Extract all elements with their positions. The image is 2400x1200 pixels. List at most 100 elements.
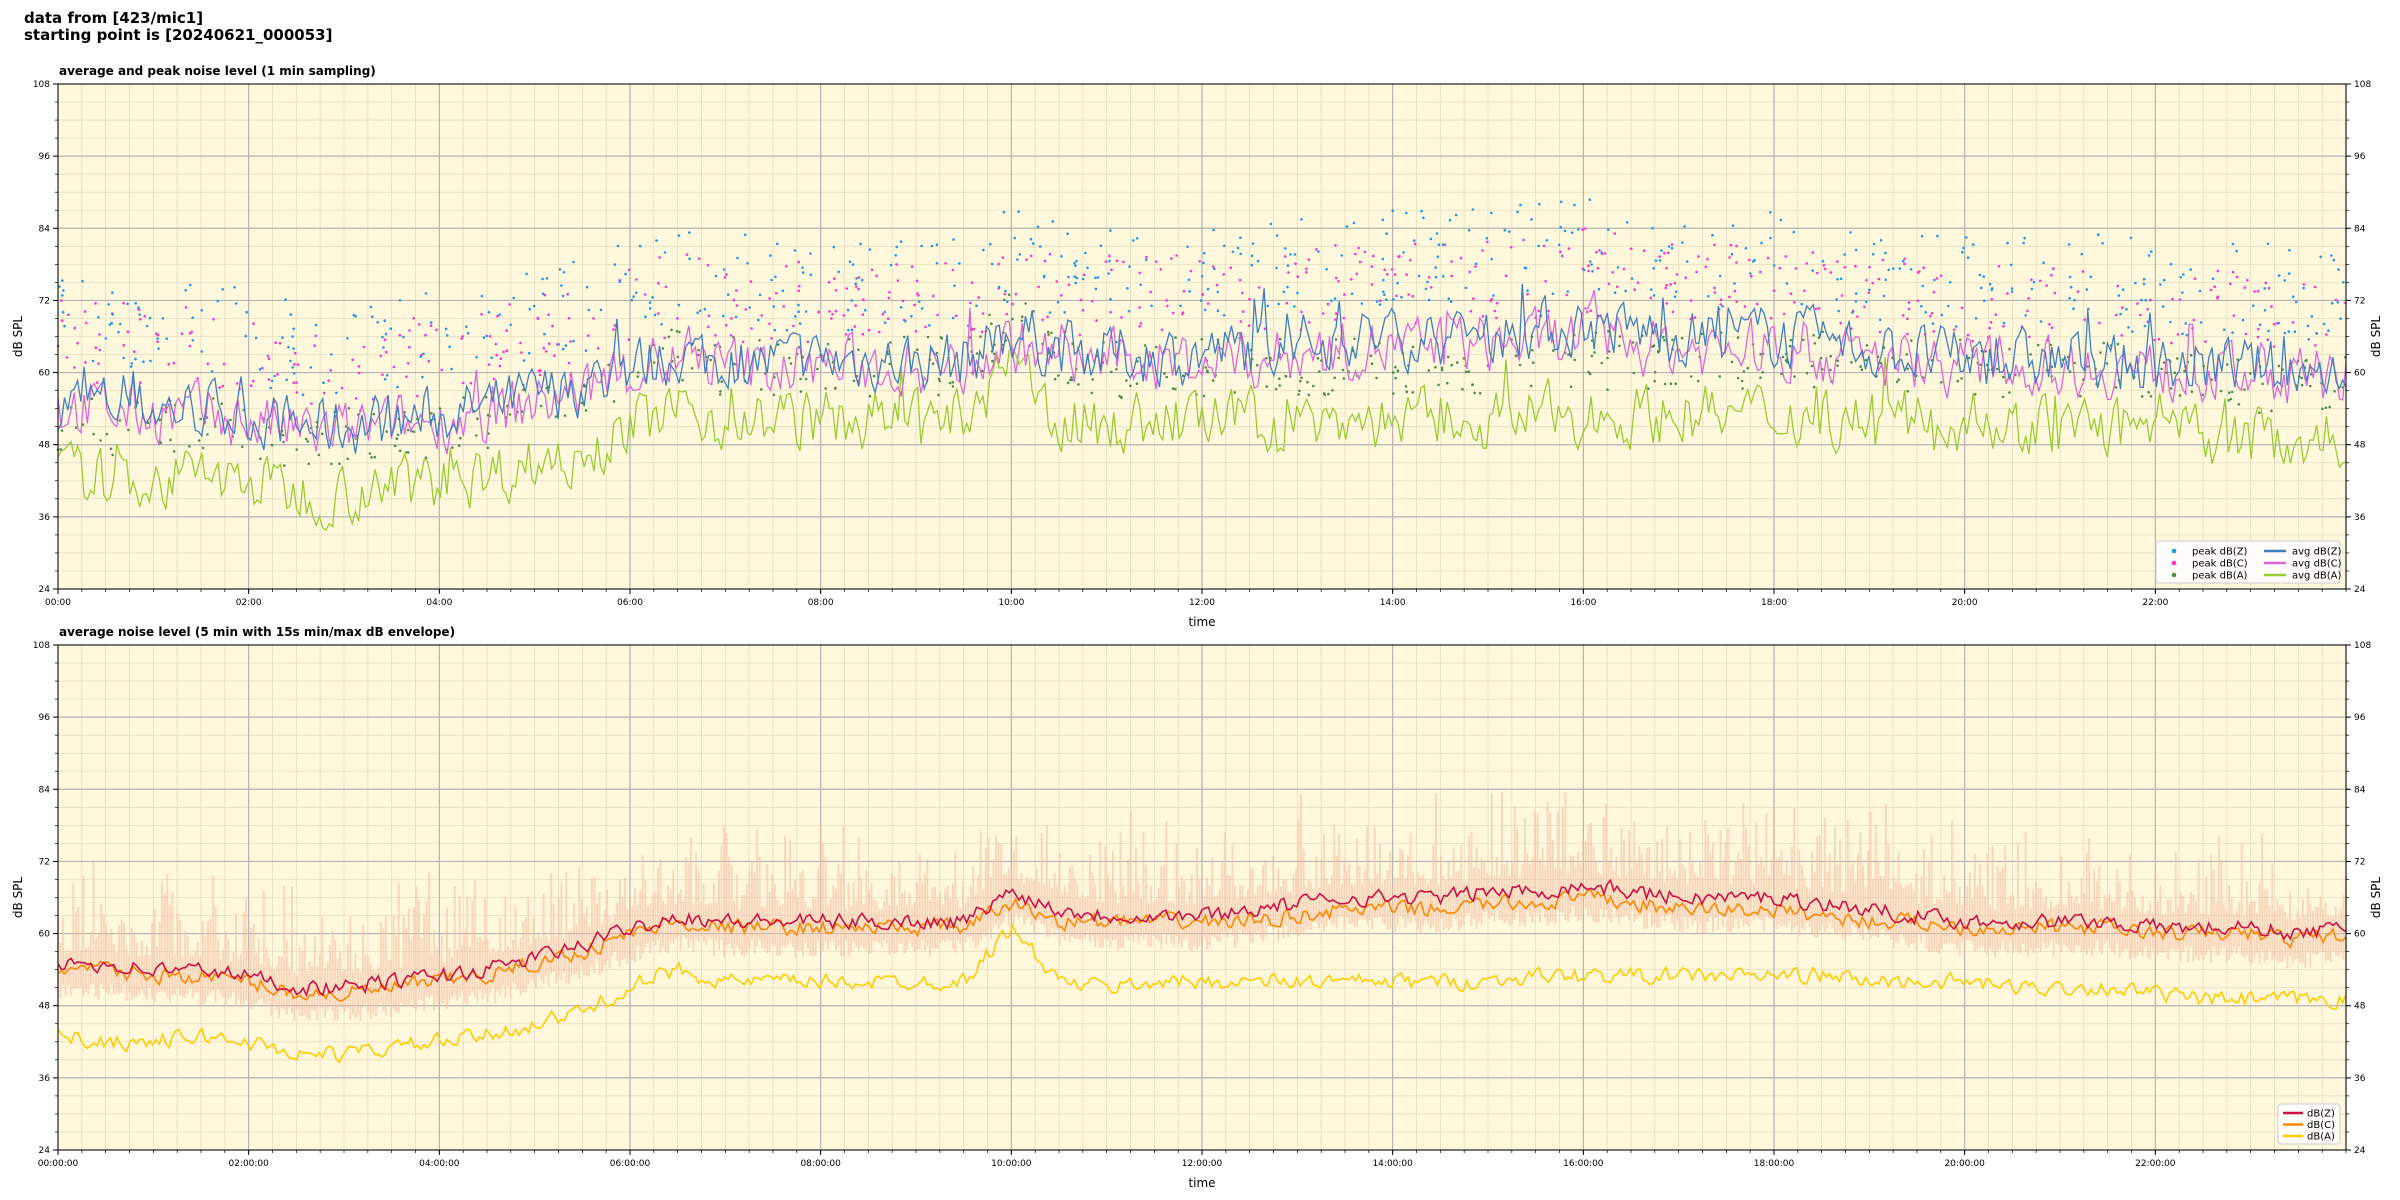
- scatter-point: [2081, 270, 2085, 273]
- scatter-point: [1667, 245, 1671, 248]
- scatter-point: [1907, 301, 1911, 304]
- y-tick-label: 48: [39, 441, 51, 451]
- scatter-point: [1503, 228, 1507, 232]
- scatter-point: [1772, 264, 1776, 267]
- scatter-point: [283, 464, 286, 467]
- scatter-point: [2229, 282, 2232, 286]
- scatter-point: [1247, 324, 1251, 327]
- scatter-point: [1683, 225, 1686, 228]
- scatter-point: [1781, 355, 1785, 359]
- scatter-point: [888, 291, 891, 294]
- scatter-point: [2243, 286, 2247, 289]
- scatter-point: [1665, 267, 1668, 270]
- scatter-point: [329, 369, 333, 372]
- scatter-point: [1378, 303, 1382, 306]
- scatter-point: [1139, 283, 1142, 287]
- scatter-point: [1145, 258, 1148, 262]
- scatter-point: [547, 342, 551, 346]
- scatter-point: [1002, 298, 1006, 302]
- scatter-point: [1353, 337, 1356, 341]
- scatter-point: [291, 335, 294, 338]
- scatter-point: [398, 299, 402, 302]
- scatter-point: [1670, 247, 1674, 250]
- scatter-point: [1851, 311, 1854, 314]
- scatter-point: [1289, 253, 1292, 256]
- scatter-point: [657, 282, 660, 285]
- x-tick-label: 10:00: [998, 598, 1024, 608]
- scatter-point: [1440, 368, 1444, 372]
- scatter-point: [1241, 291, 1244, 295]
- scatter-point: [424, 292, 428, 295]
- scatter-point: [2115, 313, 2118, 317]
- scatter-point: [1881, 258, 1885, 262]
- scatter-point: [533, 304, 536, 308]
- scatter-point: [94, 302, 97, 305]
- scatter-point: [199, 417, 202, 421]
- scatter-point: [252, 322, 255, 325]
- scatter-point: [1274, 387, 1278, 391]
- scatter-point: [2201, 393, 2204, 397]
- scatter-point: [1600, 361, 1604, 365]
- scatter-point: [2256, 335, 2260, 339]
- scatter-point: [1381, 257, 1385, 261]
- scatter-point: [320, 432, 324, 436]
- scatter-point: [648, 301, 652, 304]
- scatter-point: [1972, 243, 1975, 246]
- scatter-point: [1962, 246, 1965, 250]
- scatter-point: [1055, 280, 1059, 283]
- scatter-point: [440, 368, 444, 372]
- scatter-point: [1300, 218, 1303, 221]
- scatter-point: [667, 335, 671, 339]
- scatter-point: [1988, 282, 1992, 286]
- scatter-point: [1125, 379, 1128, 382]
- scatter-point: [1159, 268, 1162, 271]
- scatter-point: [1960, 377, 1963, 380]
- scatter-point: [1793, 301, 1796, 304]
- scatter-point: [2270, 305, 2273, 308]
- scatter-point: [1630, 247, 1633, 250]
- scatter-point: [2334, 298, 2338, 302]
- scatter-point: [1569, 385, 1573, 389]
- scatter-point: [1812, 385, 1816, 389]
- scatter-point: [269, 386, 273, 390]
- scatter-point: [1286, 285, 1289, 289]
- figure-header: data from [423/mic1] starting point is […: [24, 10, 332, 44]
- scatter-point: [660, 323, 663, 326]
- scatter-point: [677, 303, 681, 307]
- scatter-point: [688, 231, 691, 234]
- scatter-point: [2105, 362, 2109, 365]
- scatter-point: [612, 328, 615, 331]
- scatter-point: [346, 457, 350, 461]
- scatter-point: [188, 332, 192, 335]
- scatter-point: [398, 449, 402, 453]
- scatter-point: [1551, 349, 1555, 352]
- scatter-point: [475, 355, 478, 359]
- scatter-point: [932, 294, 935, 298]
- scatter-point: [1206, 287, 1210, 291]
- scatter-point: [2199, 321, 2203, 324]
- scatter-point: [2131, 330, 2134, 333]
- scatter-point: [282, 440, 285, 444]
- scatter-point: [2178, 394, 2182, 397]
- scatter-point: [1474, 262, 1478, 266]
- scatter-point: [1248, 297, 1251, 301]
- scatter-point: [857, 276, 861, 279]
- scatter-point: [1984, 350, 1988, 353]
- scatter-point: [1906, 317, 1909, 321]
- scatter-point: [383, 338, 387, 342]
- series-line-db-z-: [57, 878, 2347, 998]
- scatter-point: [389, 327, 393, 331]
- scatter-point: [1689, 299, 1693, 302]
- y-tick-label: 84: [2354, 785, 2366, 795]
- scatter-point: [567, 361, 571, 365]
- scatter-point: [421, 375, 424, 379]
- scatter-point: [720, 380, 724, 384]
- scatter-point: [1160, 328, 1164, 332]
- scatter-point: [1859, 365, 1862, 368]
- scatter-point: [295, 381, 298, 384]
- scatter-point: [1864, 300, 1868, 304]
- scatter-point: [1700, 332, 1704, 336]
- scatter-point: [296, 363, 300, 366]
- scatter-point: [424, 456, 428, 460]
- scatter-point: [1411, 345, 1415, 349]
